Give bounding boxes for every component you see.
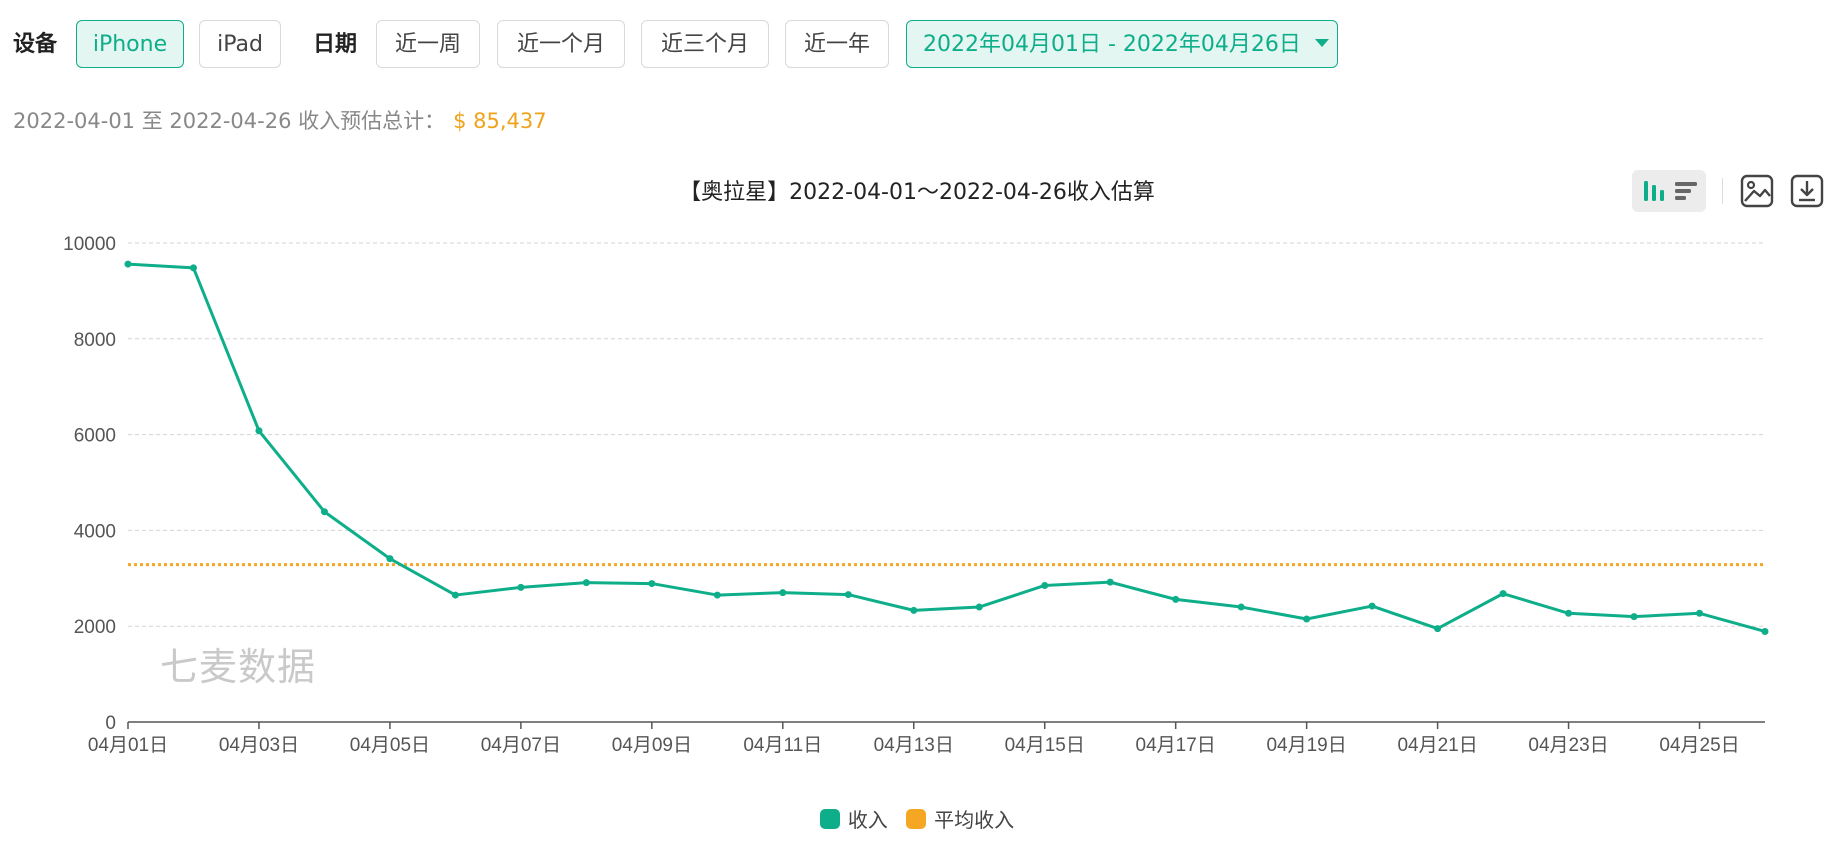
- x-tick-label: 04月03日: [219, 735, 299, 756]
- summary-text: 2022-04-01 至 2022-04-26 收入预估总计：: [13, 109, 446, 133]
- date-preset-year[interactable]: 近一年: [785, 20, 889, 68]
- x-tick-label: 04月13日: [874, 735, 954, 756]
- x-tick-label: 04月19日: [1266, 735, 1346, 756]
- revenue-point[interactable]: [124, 260, 132, 268]
- y-tick-label: 10000: [63, 234, 116, 255]
- legend-swatch: [819, 808, 840, 829]
- revenue-point[interactable]: [1172, 595, 1180, 603]
- revenue-point[interactable]: [386, 555, 394, 563]
- revenue-line: [127, 262, 1766, 633]
- y-tick-label: 0: [105, 713, 116, 734]
- revenue-point[interactable]: [1630, 613, 1638, 621]
- x-tick-label: 04月05日: [350, 735, 430, 756]
- revenue-point[interactable]: [779, 589, 787, 597]
- watermark-text: 七麦数据: [160, 645, 317, 689]
- y-tick-label: 4000: [74, 521, 116, 542]
- x-tick-label: 04月01日: [88, 735, 168, 756]
- revenue-point[interactable]: [975, 603, 983, 611]
- revenue-point[interactable]: [1237, 603, 1245, 611]
- revenue-point[interactable]: [844, 591, 852, 599]
- revenue-point[interactable]: [1368, 602, 1376, 610]
- y-tick-label: 6000: [74, 426, 116, 447]
- x-tick-label: 04月07日: [481, 735, 561, 756]
- x-tick-label: 04月17日: [1136, 735, 1216, 756]
- chevron-down-icon: [1314, 39, 1329, 47]
- x-tick-label: 04月15日: [1005, 735, 1085, 756]
- revenue-point[interactable]: [582, 579, 590, 587]
- date-preset-month[interactable]: 近一个月: [497, 20, 625, 68]
- device-label: 设备: [13, 32, 58, 57]
- revenue-point[interactable]: [451, 591, 459, 599]
- chart-series: [124, 260, 1769, 635]
- chart-title: 【奥拉星】2022-04-01～2022-04-26收入估算: [679, 180, 1155, 205]
- save-image-icon[interactable]: [1740, 174, 1774, 208]
- revenue-point[interactable]: [1696, 609, 1704, 617]
- horizontal-bar-view-icon[interactable]: [1672, 176, 1700, 206]
- date-range-picker[interactable]: 2022年04月01日 - 2022年04月26日: [906, 20, 1338, 68]
- date-preset-week[interactable]: 近一周: [376, 20, 480, 68]
- bar-chart-view-icon[interactable]: [1640, 176, 1668, 206]
- date-preset-three-months[interactable]: 近三个月: [641, 20, 769, 68]
- toolbar-divider: [1722, 178, 1723, 204]
- device-option-iphone[interactable]: iPhone: [76, 20, 184, 68]
- revenue-point[interactable]: [517, 583, 525, 591]
- legend-item-revenue[interactable]: 收入: [819, 804, 888, 833]
- legend-swatch: [906, 808, 927, 829]
- legend-label: 收入: [847, 808, 888, 832]
- revenue-point[interactable]: [713, 591, 721, 599]
- revenue-point[interactable]: [1303, 615, 1311, 623]
- x-tick-label: 04月09日: [612, 735, 692, 756]
- revenue-line-chart: 0 2000 4000 6000 8000 10000 04月01日 04月03日 04月05日…: [63, 234, 1769, 756]
- date-range-value: 2022年04月01日 - 2022年04月26日: [923, 32, 1301, 57]
- revenue-point[interactable]: [910, 606, 918, 614]
- revenue-point[interactable]: [1499, 590, 1507, 598]
- legend-label: 平均收入: [934, 808, 1015, 832]
- y-tick-label: 2000: [74, 617, 116, 638]
- chart-legend: 收入 平均收入: [0, 804, 1834, 834]
- revenue-point[interactable]: [1041, 581, 1049, 589]
- chart-axes: 0 2000 4000 6000 8000 10000 04月01日 04月03日 04月05日…: [63, 234, 1765, 756]
- revenue-point[interactable]: [189, 264, 197, 272]
- device-option-ipad[interactable]: iPad: [199, 20, 281, 68]
- summary-total: $ 85,437: [453, 109, 547, 133]
- revenue-point[interactable]: [320, 508, 328, 516]
- filter-bar: 设备 iPhone iPad 日期 近一周 近一个月 近三个月 近一年 2022…: [0, 20, 1834, 70]
- chart-toolbar: [1632, 170, 1828, 212]
- download-icon[interactable]: [1790, 174, 1824, 208]
- x-tick-label: 04月11日: [743, 735, 822, 756]
- revenue-point[interactable]: [648, 580, 656, 588]
- legend-item-average[interactable]: 平均收入: [906, 804, 1014, 833]
- revenue-summary: 2022-04-01 至 2022-04-26 收入预估总计： $ 85,437: [13, 106, 547, 136]
- x-tick-label: 04月23日: [1528, 735, 1608, 756]
- chart-grid: [128, 242, 1765, 627]
- x-tick-label: 04月25日: [1659, 735, 1739, 756]
- revenue-point[interactable]: [1106, 578, 1114, 586]
- revenue-point[interactable]: [1761, 627, 1769, 635]
- revenue-point[interactable]: [255, 427, 263, 435]
- revenue-point[interactable]: [1565, 609, 1573, 617]
- revenue-point[interactable]: [1434, 625, 1442, 633]
- x-tick-label: 04月21日: [1397, 735, 1477, 756]
- view-toggle: [1632, 170, 1706, 212]
- date-label: 日期: [313, 32, 358, 57]
- y-tick-label: 8000: [74, 330, 116, 351]
